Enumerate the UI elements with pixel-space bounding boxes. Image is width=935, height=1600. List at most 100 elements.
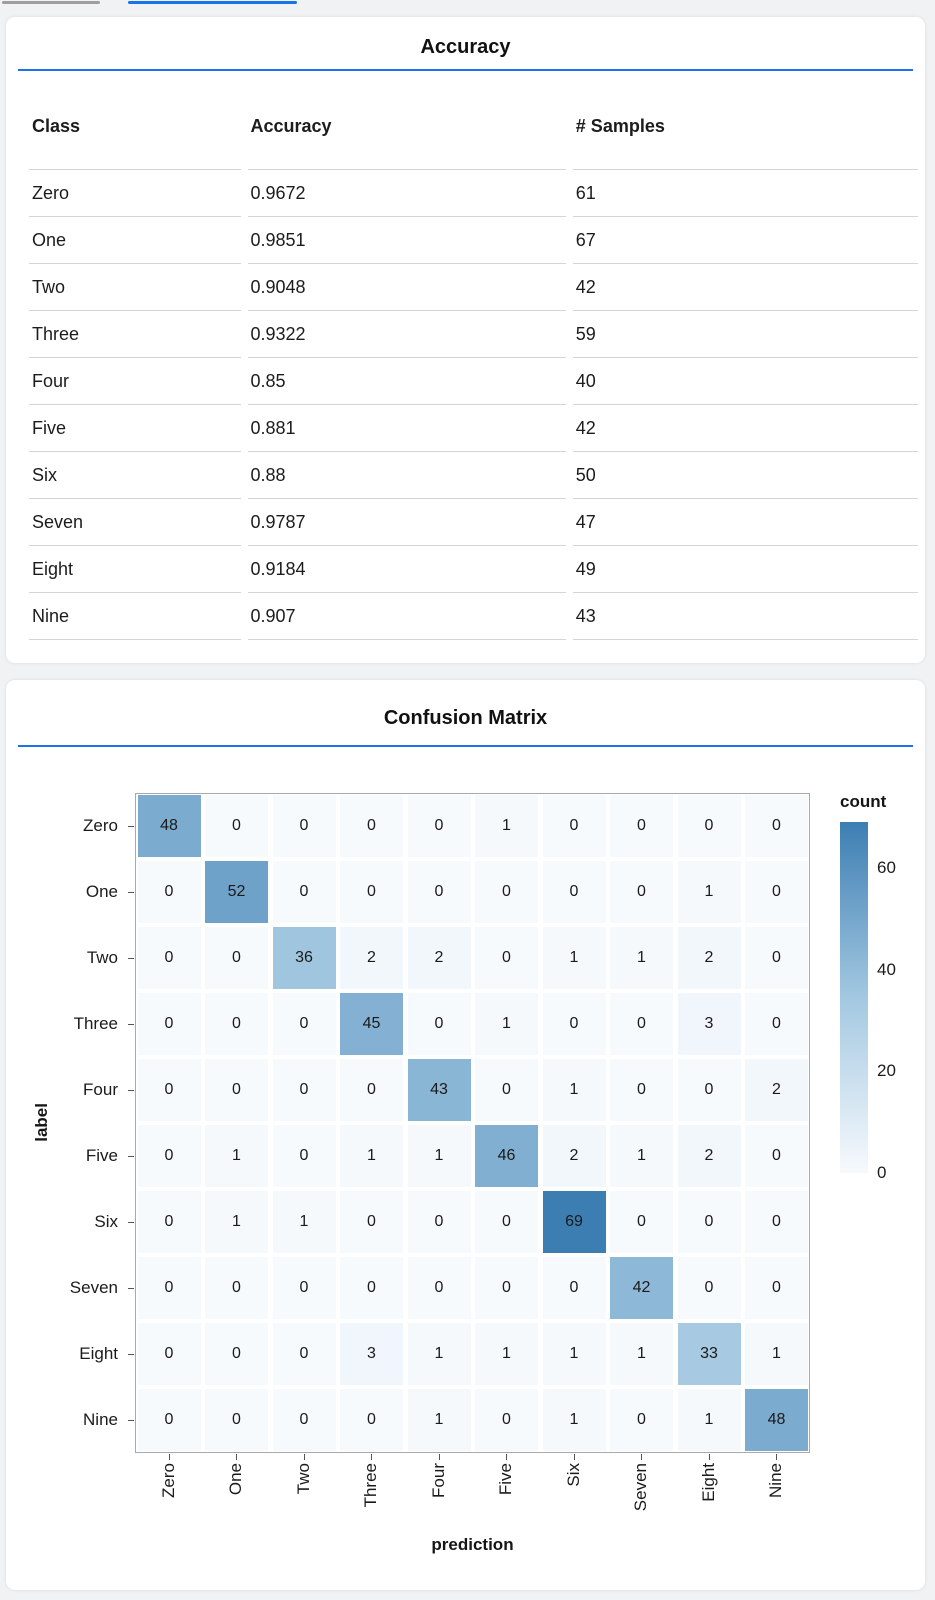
matrix-cell: 2 — [407, 927, 471, 989]
x-tick-label: Five — [496, 1463, 516, 1496]
class-cell: Zero — [29, 169, 241, 216]
y-tick-mark — [128, 1156, 134, 1157]
table-row: Zero 0.9672 61 — [29, 169, 918, 216]
matrix-cell: 0 — [407, 1191, 471, 1253]
x-tick-mark — [573, 1454, 575, 1460]
matrix-cell: 0 — [677, 1257, 741, 1319]
accuracy-table-body: Zero 0.9672 61 One 0.9851 67 Two 0.9048 42 Three 0… — [29, 169, 918, 640]
matrix-cell: 0 — [610, 1059, 673, 1121]
column-header-samples: # Samples — [575, 116, 665, 136]
matrix-cell: 0 — [610, 795, 673, 857]
matrix-cell: 52 — [205, 861, 268, 923]
matrix-cell: 0 — [272, 1125, 336, 1187]
matrix-cell: 0 — [340, 861, 403, 923]
matrix-cell: 0 — [745, 795, 808, 857]
x-tick-label: Nine — [766, 1463, 786, 1498]
matrix-cell: 0 — [340, 1257, 403, 1319]
y-tick-label: One — [85, 882, 118, 901]
matrix-cell: 1 — [542, 1323, 606, 1385]
table-row: Seven 0.9787 47 — [29, 498, 918, 545]
y-tick-mark — [128, 1090, 134, 1091]
matrix-cell: 0 — [340, 1191, 403, 1253]
y-tick-label: Four — [83, 1080, 118, 1099]
matrix-cell: 2 — [542, 1125, 606, 1187]
table-row: Five 0.881 42 — [29, 404, 918, 451]
samples-cell: 42 — [572, 404, 918, 451]
x-tick-mark — [168, 1454, 170, 1460]
legend-tick-label: 60 — [877, 857, 896, 877]
matrix-cell: 1 — [610, 1125, 673, 1187]
x-tick-label: Four — [428, 1463, 448, 1498]
samples-cell: 50 — [572, 451, 918, 498]
matrix-cell: 0 — [475, 861, 538, 923]
class-cell: Nine — [29, 592, 241, 640]
class-cell: Seven — [29, 498, 241, 545]
matrix-cell: 0 — [205, 1323, 268, 1385]
accuracy-cell: 0.85 — [247, 357, 566, 404]
matrix-cell: 0 — [205, 1059, 268, 1121]
y-tick-label: Two — [86, 948, 118, 967]
legend-title: count — [840, 792, 887, 811]
matrix-cell: 0 — [610, 993, 673, 1055]
matrix-cell: 0 — [542, 795, 606, 857]
matrix-cell: 0 — [137, 1125, 201, 1187]
y-tick-mark — [128, 892, 134, 893]
matrix-cell: 2 — [677, 1125, 741, 1187]
matrix-cell: 0 — [745, 1257, 808, 1319]
y-tick-label: Seven — [69, 1278, 118, 1297]
matrix-cell: 0 — [407, 795, 471, 857]
matrix-cell: 0 — [677, 795, 741, 857]
active-tab-indicator — [128, 1, 297, 4]
matrix-cell: 0 — [205, 1389, 268, 1451]
accuracy-cell: 0.9851 — [247, 216, 566, 263]
y-tick-label: Zero — [83, 816, 118, 835]
accuracy-cell: 0.881 — [247, 404, 566, 451]
class-cell: Four — [29, 357, 241, 404]
y-tick-label: Eight — [79, 1344, 118, 1363]
matrix-cell: 1 — [475, 795, 538, 857]
matrix-cell: 1 — [542, 1389, 606, 1451]
x-tick-label: Six — [563, 1463, 583, 1487]
legend-tick-label: 20 — [877, 1061, 896, 1081]
accuracy-title-rule — [18, 69, 913, 71]
matrix-cell: 1 — [610, 927, 673, 989]
y-tick-mark — [128, 826, 134, 827]
accuracy-table-header-row: Class Accuracy # Samples — [29, 71, 918, 169]
column-header-class: Class — [32, 116, 81, 136]
class-cell: Three — [29, 310, 241, 357]
matrix-cell: 0 — [610, 1191, 673, 1253]
matrix-cell: 1 — [475, 1323, 538, 1385]
matrix-cell: 3 — [677, 993, 741, 1055]
legend-tick-label: 40 — [877, 959, 896, 979]
class-cell: Six — [29, 451, 241, 498]
matrix-cell: 1 — [407, 1323, 471, 1385]
matrix-cell: 1 — [745, 1323, 808, 1385]
matrix-cell: 0 — [272, 1389, 336, 1451]
matrix-cell: 0 — [272, 1323, 336, 1385]
matrix-cell: 0 — [610, 861, 673, 923]
matrix-cell: 0 — [137, 1191, 201, 1253]
table-row: Three 0.9322 59 — [29, 310, 918, 357]
matrix-cell: 0 — [272, 1059, 336, 1121]
matrix-cell: 1 — [610, 1323, 673, 1385]
matrix-cell: 0 — [137, 927, 201, 989]
matrix-cell: 0 — [137, 861, 201, 923]
matrix-cell: 0 — [475, 1059, 538, 1121]
samples-cell: 49 — [572, 545, 918, 592]
confusion-matrix-card: Confusion Matrix label 48 0 0 0 0 1 0 0 0 0 0 52 0 0 0… — [6, 680, 925, 1590]
matrix-cell: 0 — [475, 1389, 538, 1451]
matrix-cell: 1 — [677, 1389, 741, 1451]
matrix-cell: 0 — [205, 993, 268, 1055]
matrix-cell: 36 — [272, 927, 336, 989]
samples-cell: 40 — [572, 357, 918, 404]
matrix-cell: 48 — [745, 1389, 808, 1451]
matrix-cell: 0 — [542, 993, 606, 1055]
confusion-matrix-card-title: Confusion Matrix — [383, 707, 548, 729]
y-tick-mark — [128, 1420, 134, 1421]
accuracy-card-title: Accuracy — [420, 36, 511, 58]
samples-cell: 61 — [572, 169, 918, 216]
matrix-cell: 1 — [205, 1125, 268, 1187]
matrix-cell: 1 — [475, 993, 538, 1055]
matrix-cell: 0 — [745, 1191, 808, 1253]
y-tick-label: Three — [73, 1014, 118, 1033]
